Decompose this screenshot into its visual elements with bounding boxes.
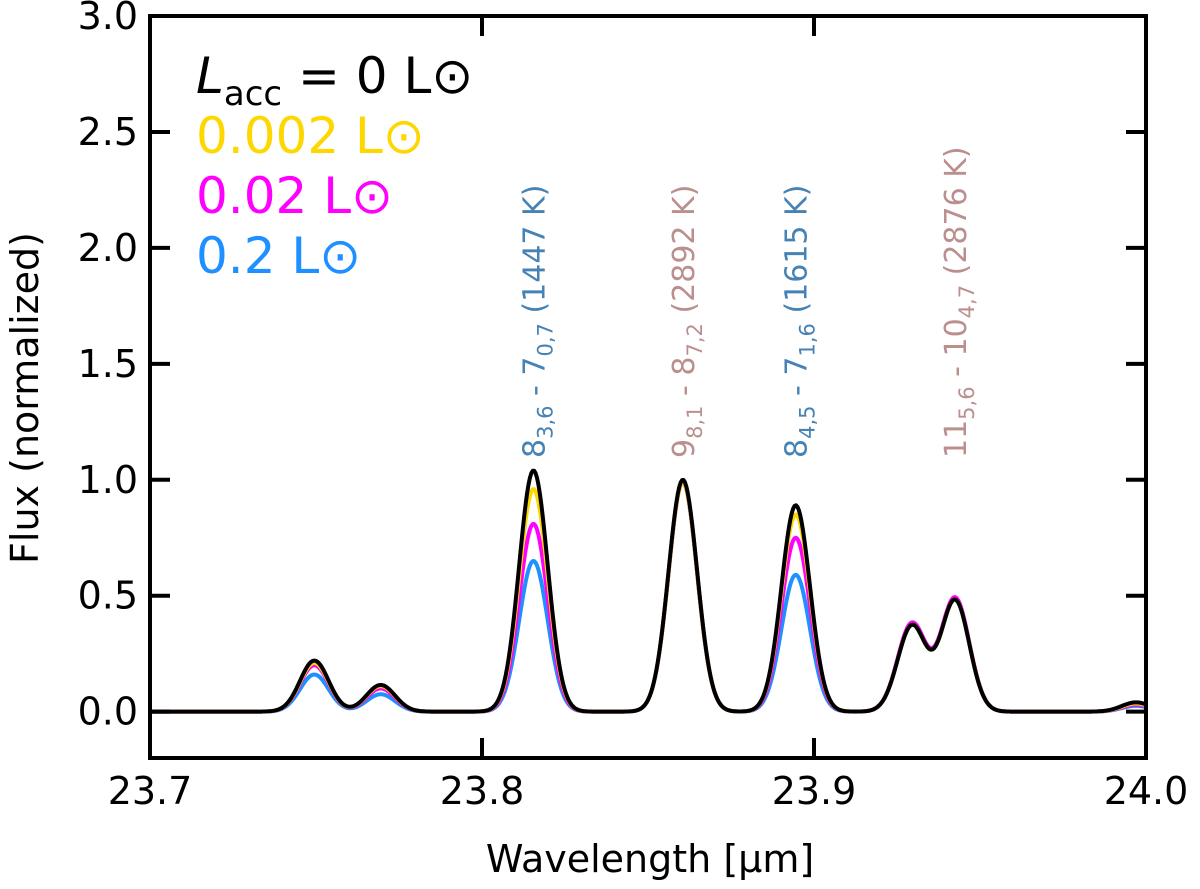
y-tick-label: 1.0: [78, 458, 138, 502]
transition-temperature: (2876 K): [939, 146, 974, 285]
series-line-0: [150, 468, 1146, 714]
y-tick-label: 0.0: [78, 690, 138, 734]
legend: Lacc = 0 L⊙0.002 L⊙0.02 L⊙0.2 L⊙: [196, 47, 473, 285]
legend-lacc-subscript: acc: [224, 74, 282, 114]
legend-entry-1: 0.002 L⊙: [196, 107, 425, 165]
legend-equals: =: [282, 47, 356, 105]
transition-upper-sub: 3,6: [534, 406, 558, 439]
legend-lacc-symbol: L: [196, 47, 224, 105]
transition-separator: -: [518, 376, 553, 406]
transition-temperature: (1615 K): [780, 185, 815, 324]
transition-lower-level: 10: [939, 318, 974, 356]
transition-upper-sub: 4,5: [796, 406, 820, 439]
legend-entry-3: 0.2 L⊙: [196, 227, 361, 285]
series-line-2: [150, 480, 1146, 714]
series-line-3: [150, 480, 1146, 714]
plot-frame: [148, 14, 1148, 760]
transition-lower-sub: 7,2: [683, 323, 707, 356]
x-tick-label: 24.0: [1104, 769, 1189, 813]
transition-separator: -: [939, 357, 974, 387]
transition-label-1: 98,1 - 87,2 (2892 K): [667, 185, 707, 458]
transition-upper-sub: 8,1: [683, 406, 707, 439]
transition-lower-level: 7: [518, 357, 553, 376]
x-axis-label: Wavelength [μm]: [486, 837, 814, 881]
y-tick-label: 3.0: [78, 0, 138, 38]
transition-lower-sub: 4,7: [955, 285, 979, 318]
x-tick-label: 23.7: [108, 769, 193, 813]
y-tick-label: 2.0: [78, 226, 138, 270]
transition-separator: -: [667, 376, 702, 406]
y-tick-label: 1.5: [78, 342, 138, 386]
line-annotations: 83,6 - 70,7 (1447 K)98,1 - 87,2 (2892 K)…: [518, 146, 980, 458]
legend-value: 0 L⊙: [356, 47, 473, 105]
transition-upper-level: 8: [518, 439, 553, 458]
y-axis-label: Flux (normalized): [3, 232, 47, 564]
x-tick-label: 23.8: [440, 769, 525, 813]
transition-upper-level: 8: [780, 439, 815, 458]
axes: 23.7 23.8 23.9 24.0 0.0 0.5 1.0 1.5 2.0 2.5 3.0: [78, 0, 1189, 813]
transition-lower-sub: 1,6: [796, 323, 820, 356]
transition-lower-level: 7: [780, 357, 815, 376]
transition-lower-level: 8: [667, 357, 702, 376]
transition-upper-level: 11: [939, 420, 974, 458]
transition-lower-sub: 0,7: [534, 323, 558, 356]
transition-upper-level: 9: [667, 439, 702, 458]
x-tick-label: 23.9: [772, 769, 857, 813]
spectrum-curves: [150, 468, 1146, 714]
y-tick-label: 2.5: [78, 110, 138, 154]
transition-temperature: (2892 K): [667, 185, 702, 324]
transition-label-2: 84,5 - 71,6 (1615 K): [780, 185, 820, 458]
series-line-1: [150, 480, 1146, 714]
legend-value: 0.02 L⊙: [196, 167, 393, 225]
legend-entry-0: Lacc = 0 L⊙: [196, 47, 473, 114]
transition-label-0: 83,6 - 70,7 (1447 K): [518, 185, 558, 458]
transition-upper-sub: 5,6: [955, 386, 979, 419]
legend-value: 0.2 L⊙: [196, 227, 361, 285]
transition-temperature: (1447 K): [518, 185, 553, 324]
transition-label-3: 115,6 - 104,7 (2876 K): [939, 146, 979, 458]
legend-entry-2: 0.02 L⊙: [196, 167, 393, 225]
y-tick-label: 0.5: [78, 574, 138, 618]
transition-separator: -: [780, 376, 815, 406]
legend-value: 0.002 L⊙: [196, 107, 425, 165]
